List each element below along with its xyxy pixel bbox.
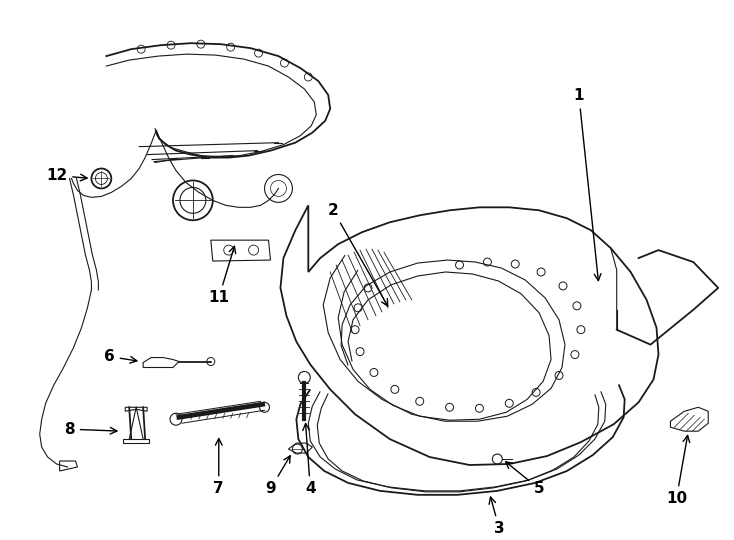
Text: 3: 3 [489, 497, 505, 536]
Text: 11: 11 [208, 246, 236, 305]
Text: 9: 9 [265, 456, 290, 496]
Text: 6: 6 [104, 349, 137, 364]
Text: 4: 4 [303, 423, 316, 496]
Text: 10: 10 [666, 435, 690, 507]
Text: 12: 12 [46, 168, 87, 183]
Text: 1: 1 [574, 89, 601, 281]
Text: 7: 7 [214, 438, 224, 496]
Text: 5: 5 [506, 462, 545, 496]
Text: 2: 2 [328, 203, 388, 306]
Text: 8: 8 [65, 422, 117, 437]
